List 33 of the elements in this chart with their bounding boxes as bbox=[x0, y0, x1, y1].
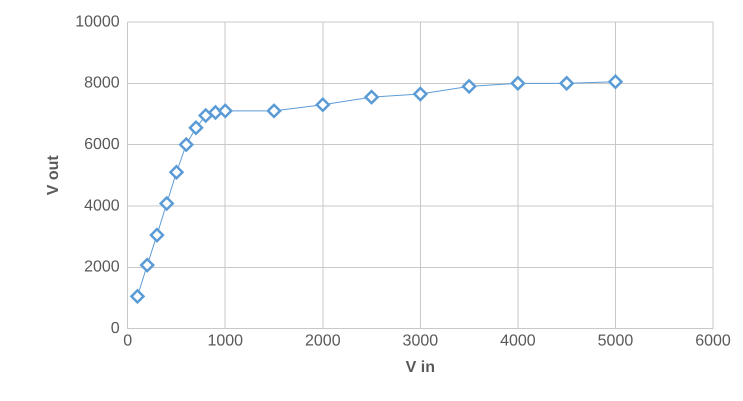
y-axis-title: V out bbox=[45, 154, 62, 196]
point bbox=[218, 104, 232, 118]
point bbox=[510, 76, 526, 91]
point bbox=[188, 120, 204, 136]
point bbox=[150, 228, 164, 242]
y-tick-label: 2000 bbox=[84, 258, 120, 276]
x-tick-label: 0 bbox=[123, 332, 132, 350]
point bbox=[364, 90, 379, 104]
point bbox=[140, 258, 154, 272]
point bbox=[178, 137, 194, 152]
point bbox=[266, 104, 282, 118]
y-tick-label: 6000 bbox=[84, 136, 120, 154]
point bbox=[316, 98, 330, 112]
point bbox=[608, 74, 623, 90]
point bbox=[208, 105, 223, 120]
x-tick-label: 4000 bbox=[500, 332, 536, 350]
point bbox=[462, 79, 476, 94]
x-tick-label: 1000 bbox=[207, 332, 244, 350]
point bbox=[559, 76, 574, 91]
x-tick-label: 2000 bbox=[305, 332, 341, 350]
point bbox=[130, 289, 145, 304]
point bbox=[169, 164, 184, 180]
y-tick-label: 10000 bbox=[75, 13, 120, 30]
y-tick-label: 4000 bbox=[84, 197, 120, 214]
point bbox=[159, 196, 174, 211]
y-tick-label: 8000 bbox=[84, 74, 120, 92]
x-tick-label: 5000 bbox=[598, 332, 634, 350]
x-axis-title: V in bbox=[406, 358, 436, 376]
point bbox=[413, 86, 428, 102]
y-tick-label: 0 bbox=[110, 320, 120, 338]
x-tick-label: 6000 bbox=[695, 332, 731, 350]
point bbox=[198, 108, 213, 123]
x-tick-label: 3000 bbox=[402, 332, 438, 350]
